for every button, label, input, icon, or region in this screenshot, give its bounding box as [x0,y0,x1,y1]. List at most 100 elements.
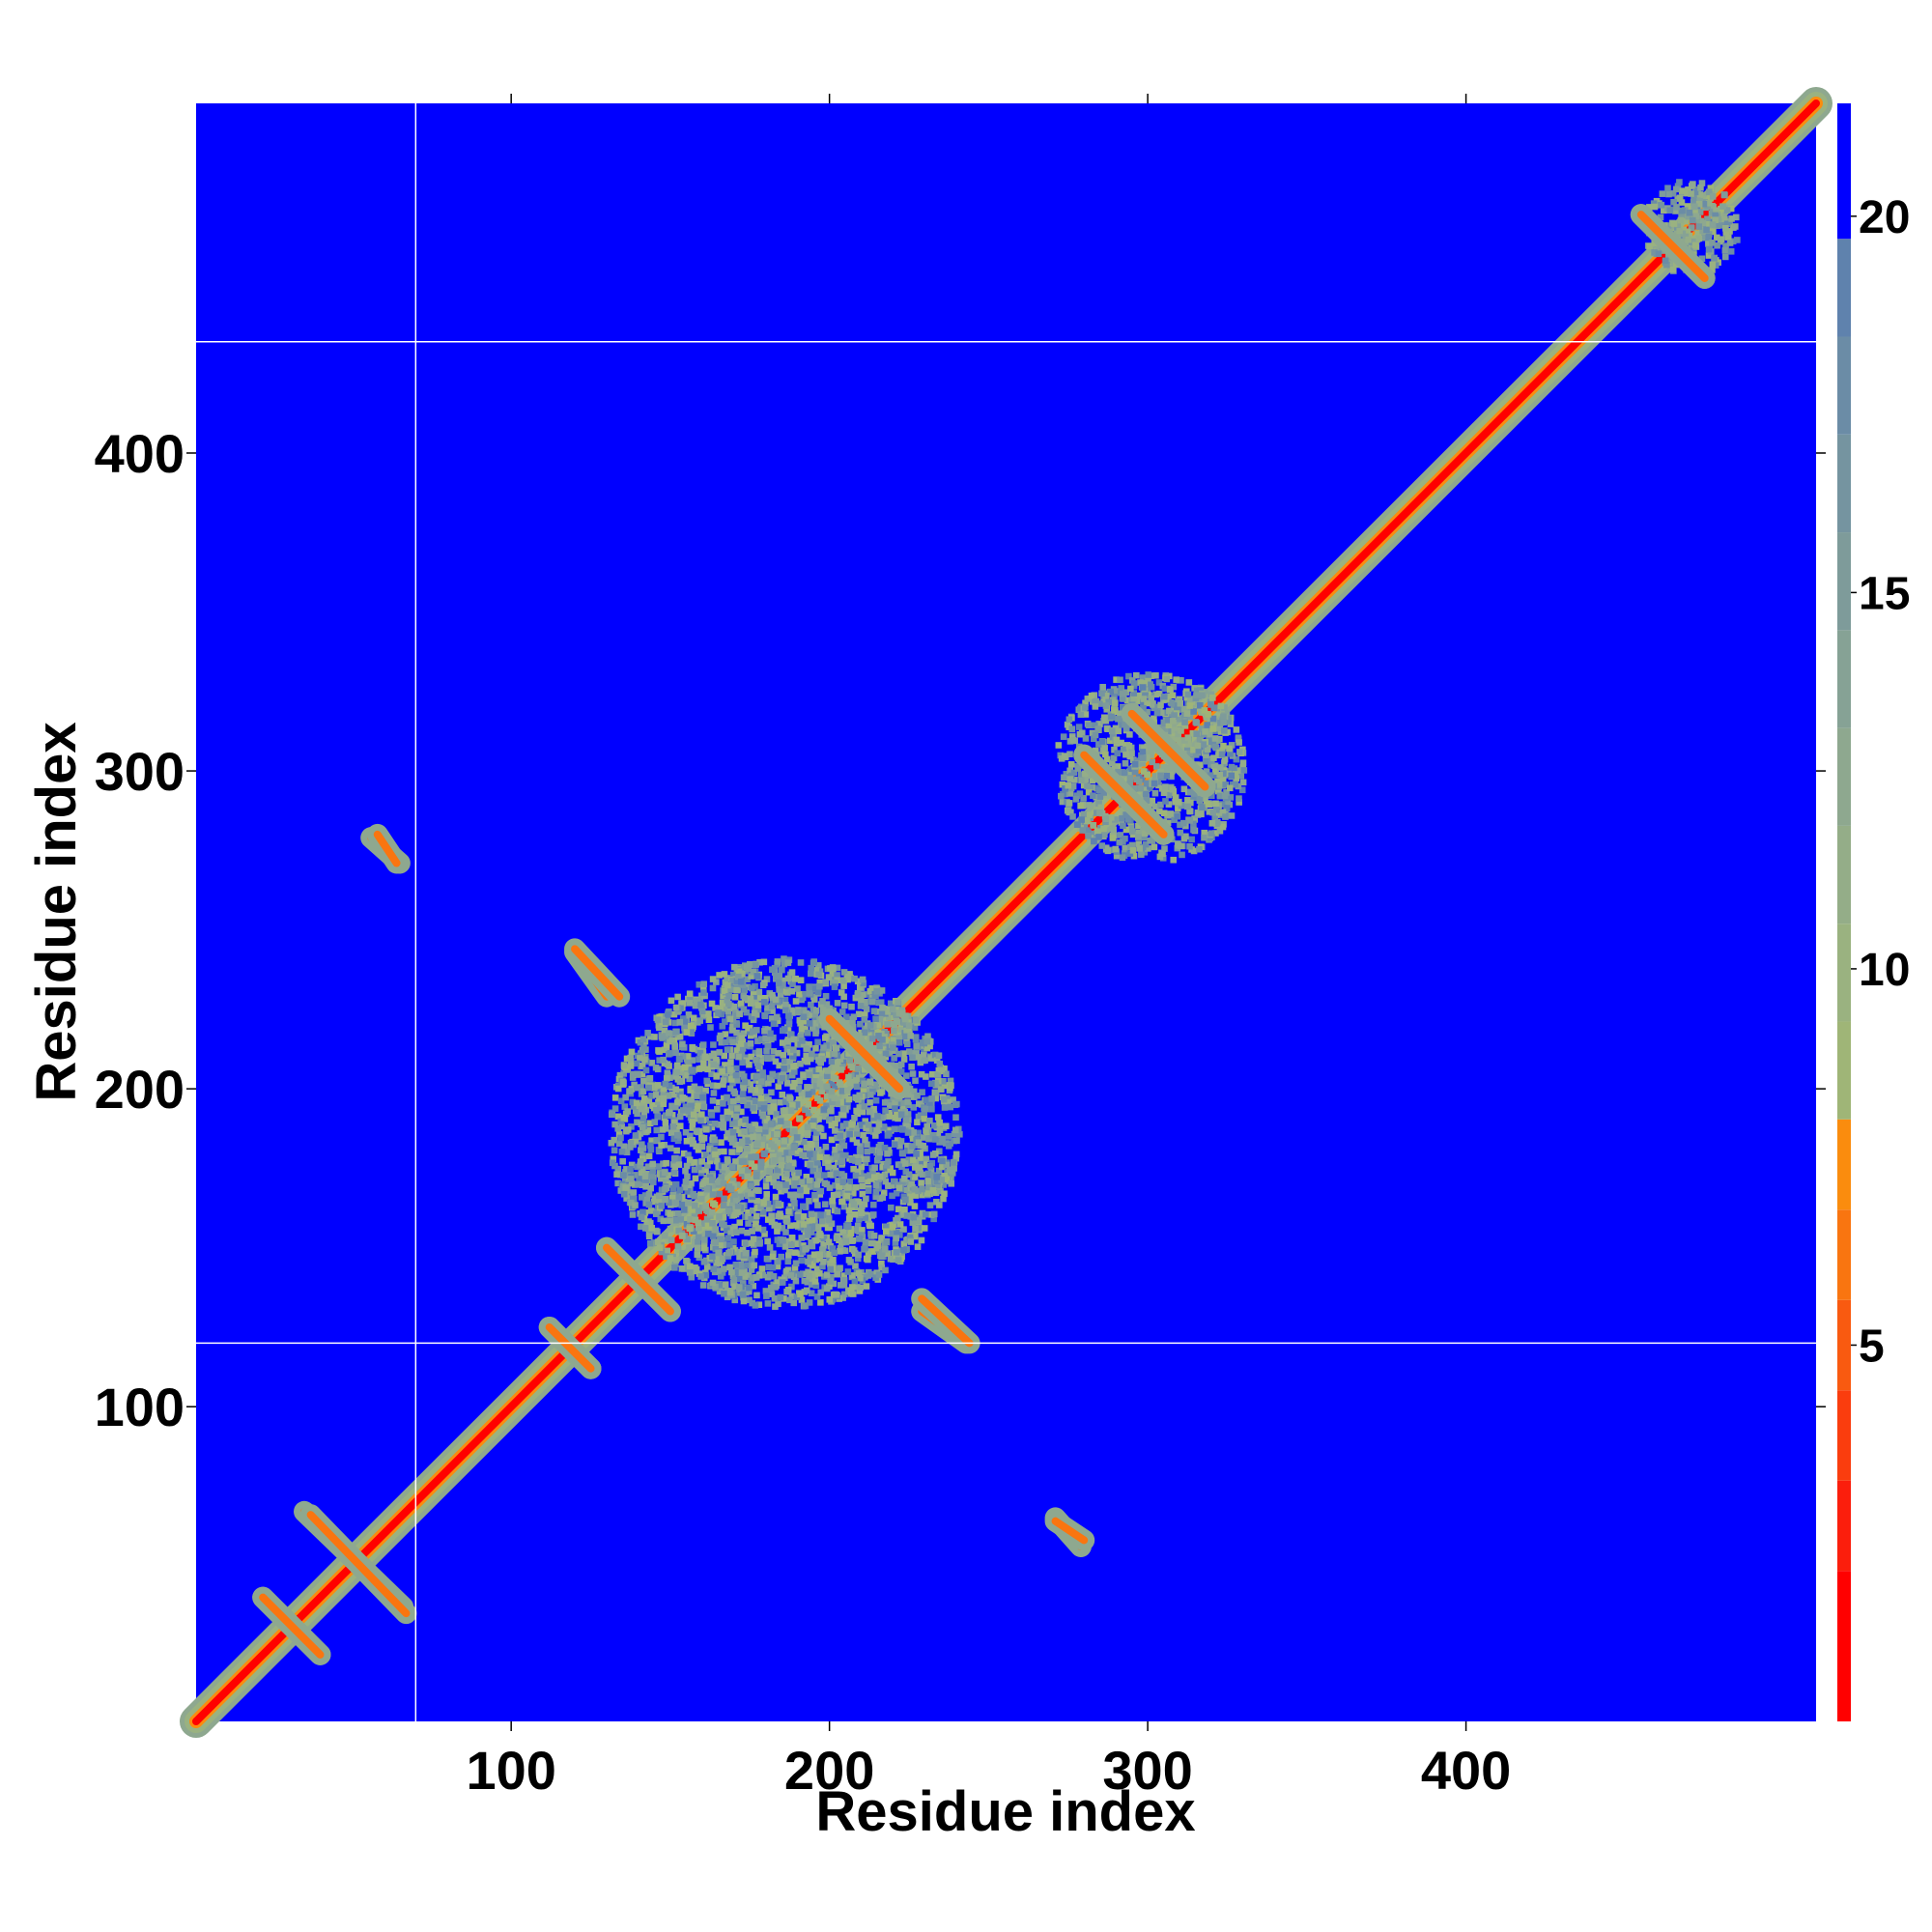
contact-cell-3761 [1081,810,1088,818]
contact-cell-3803 [1226,801,1234,809]
contact-cell-2745 [725,1000,732,1008]
contact-cell-1279 [775,1050,781,1057]
contact-cell-4219 [1078,816,1085,823]
contact-cell-2987 [940,1095,948,1103]
contact-cell-2568 [666,1199,672,1207]
contact-cell-4191 [1117,710,1124,718]
contact-cell-4500 [1696,219,1703,227]
contact-cell-4284 [1116,838,1123,846]
contact-cell-4306 [1205,711,1212,718]
contact-cell-3566 [1059,798,1066,806]
contact-cell-3665 [1169,767,1176,774]
contact-cell-4136 [1084,782,1091,790]
contact-cell-2820 [829,964,837,971]
contact-cell-1033 [874,1021,882,1029]
contact-cell-2653 [705,1010,712,1017]
contact-cell-4326 [1685,186,1691,193]
contact-cell-2961 [757,1078,765,1085]
contact-cell-3285 [760,999,768,1006]
contact-cell-2799 [884,1009,892,1015]
contact-cell-2342 [718,1010,725,1018]
contact-cell-2594 [932,1089,940,1096]
contact-cell-3136 [658,1186,666,1194]
contact-cell-2575 [744,1173,752,1180]
contact-cell-3059 [628,1199,635,1207]
contact-cell-4067 [1122,811,1129,818]
contact-cell-2068 [708,1112,716,1119]
contact-cell-1094 [728,1104,735,1111]
contact-cell-1841 [774,958,781,965]
contact-cell-2970 [821,1179,829,1187]
contact-cell-1862 [629,1211,637,1218]
contact-cell-2397 [782,1001,789,1009]
contact-cell-3415 [1129,756,1137,764]
contact-cell-1672 [863,1006,870,1012]
contact-cell-1757 [742,1240,750,1247]
contact-cell-257 [807,1011,813,1018]
contact-cell-1455 [940,1181,948,1188]
contact-cell-2849 [895,1050,902,1058]
contact-cell-3052 [773,1013,781,1021]
contact-cell-1292 [759,1208,767,1215]
contact-cell-2958 [632,1132,639,1139]
contact-cell-1407 [782,1229,789,1236]
contact-cell-514 [721,1265,727,1272]
contact-cell-3243 [792,1260,800,1267]
contact-cell-1690 [629,1074,637,1081]
x-axis: 100 200 300 400 [466,94,1511,1801]
contact-cell-3579 [1082,711,1090,718]
contact-cell-2648 [685,1151,692,1158]
contact-cell-2996 [709,1191,717,1198]
contact-cell-2051 [860,1131,867,1139]
contact-cell-2146 [893,1248,900,1256]
contact-cell-2236 [695,1158,702,1166]
contact-cell-4465 [1734,237,1741,243]
contact-cell-3320 [671,1163,679,1171]
contact-cell-1760 [759,1136,767,1143]
contact-cell-489 [835,1178,841,1184]
contact-cell-4524 [1728,215,1735,222]
contact-cell-264 [803,1174,810,1180]
contact-cell-2680 [740,1158,747,1166]
contact-cell-2350 [898,1009,906,1016]
contact-cell-2842 [845,1215,853,1223]
contact-cell-1808 [658,1248,666,1256]
contact-cell-2071 [752,1087,759,1094]
contact-cell-3308 [676,1186,684,1194]
contact-cell-1812 [909,1135,917,1142]
contact-cell-3069 [791,1200,798,1207]
contact-cell-2083 [807,970,814,978]
contact-cell-692 [689,1057,696,1064]
contact-cell-1997 [687,1096,695,1104]
contact-cell-3822 [1179,851,1185,859]
contact-cell-4449 [1650,200,1658,207]
contact-cell-3124 [742,1116,749,1123]
contact-cell-2473 [804,1058,811,1065]
contact-cell-500 [912,1191,919,1199]
contact-cell-1069 [733,1021,741,1028]
contact-cell-1998 [814,1224,822,1231]
contact-cell-1566 [952,1114,959,1122]
contact-cell-3821 [1060,733,1067,740]
contact-cell-3254 [697,1001,704,1009]
contact-cell-4262 [1184,803,1191,810]
contact-cell-2998 [840,1276,848,1284]
contact-cell-4258 [1099,683,1106,691]
contact-cell-3856 [1119,854,1126,862]
contact-cell-2262 [709,1082,717,1089]
colorbar-tick-label-10: 10 [1859,945,1910,996]
contact-cell-2496 [743,1042,751,1049]
contact-cell-3247 [627,1054,634,1062]
contact-cell-2426 [797,1034,804,1040]
contact-cell-4303 [1082,704,1089,711]
contact-cell-2546 [700,1134,708,1142]
contact-cell-1816 [739,981,747,988]
contact-cell-2646 [672,1199,679,1207]
contact-cell-2916 [790,1063,797,1070]
contact-cell-1637 [689,1207,696,1213]
contact-cell-3185 [874,1113,881,1120]
contact-cell-1611 [868,1147,876,1154]
contact-cell-3894 [1107,688,1114,696]
contact-cell-2565 [658,1033,666,1040]
contact-cell-2351 [718,1233,724,1239]
